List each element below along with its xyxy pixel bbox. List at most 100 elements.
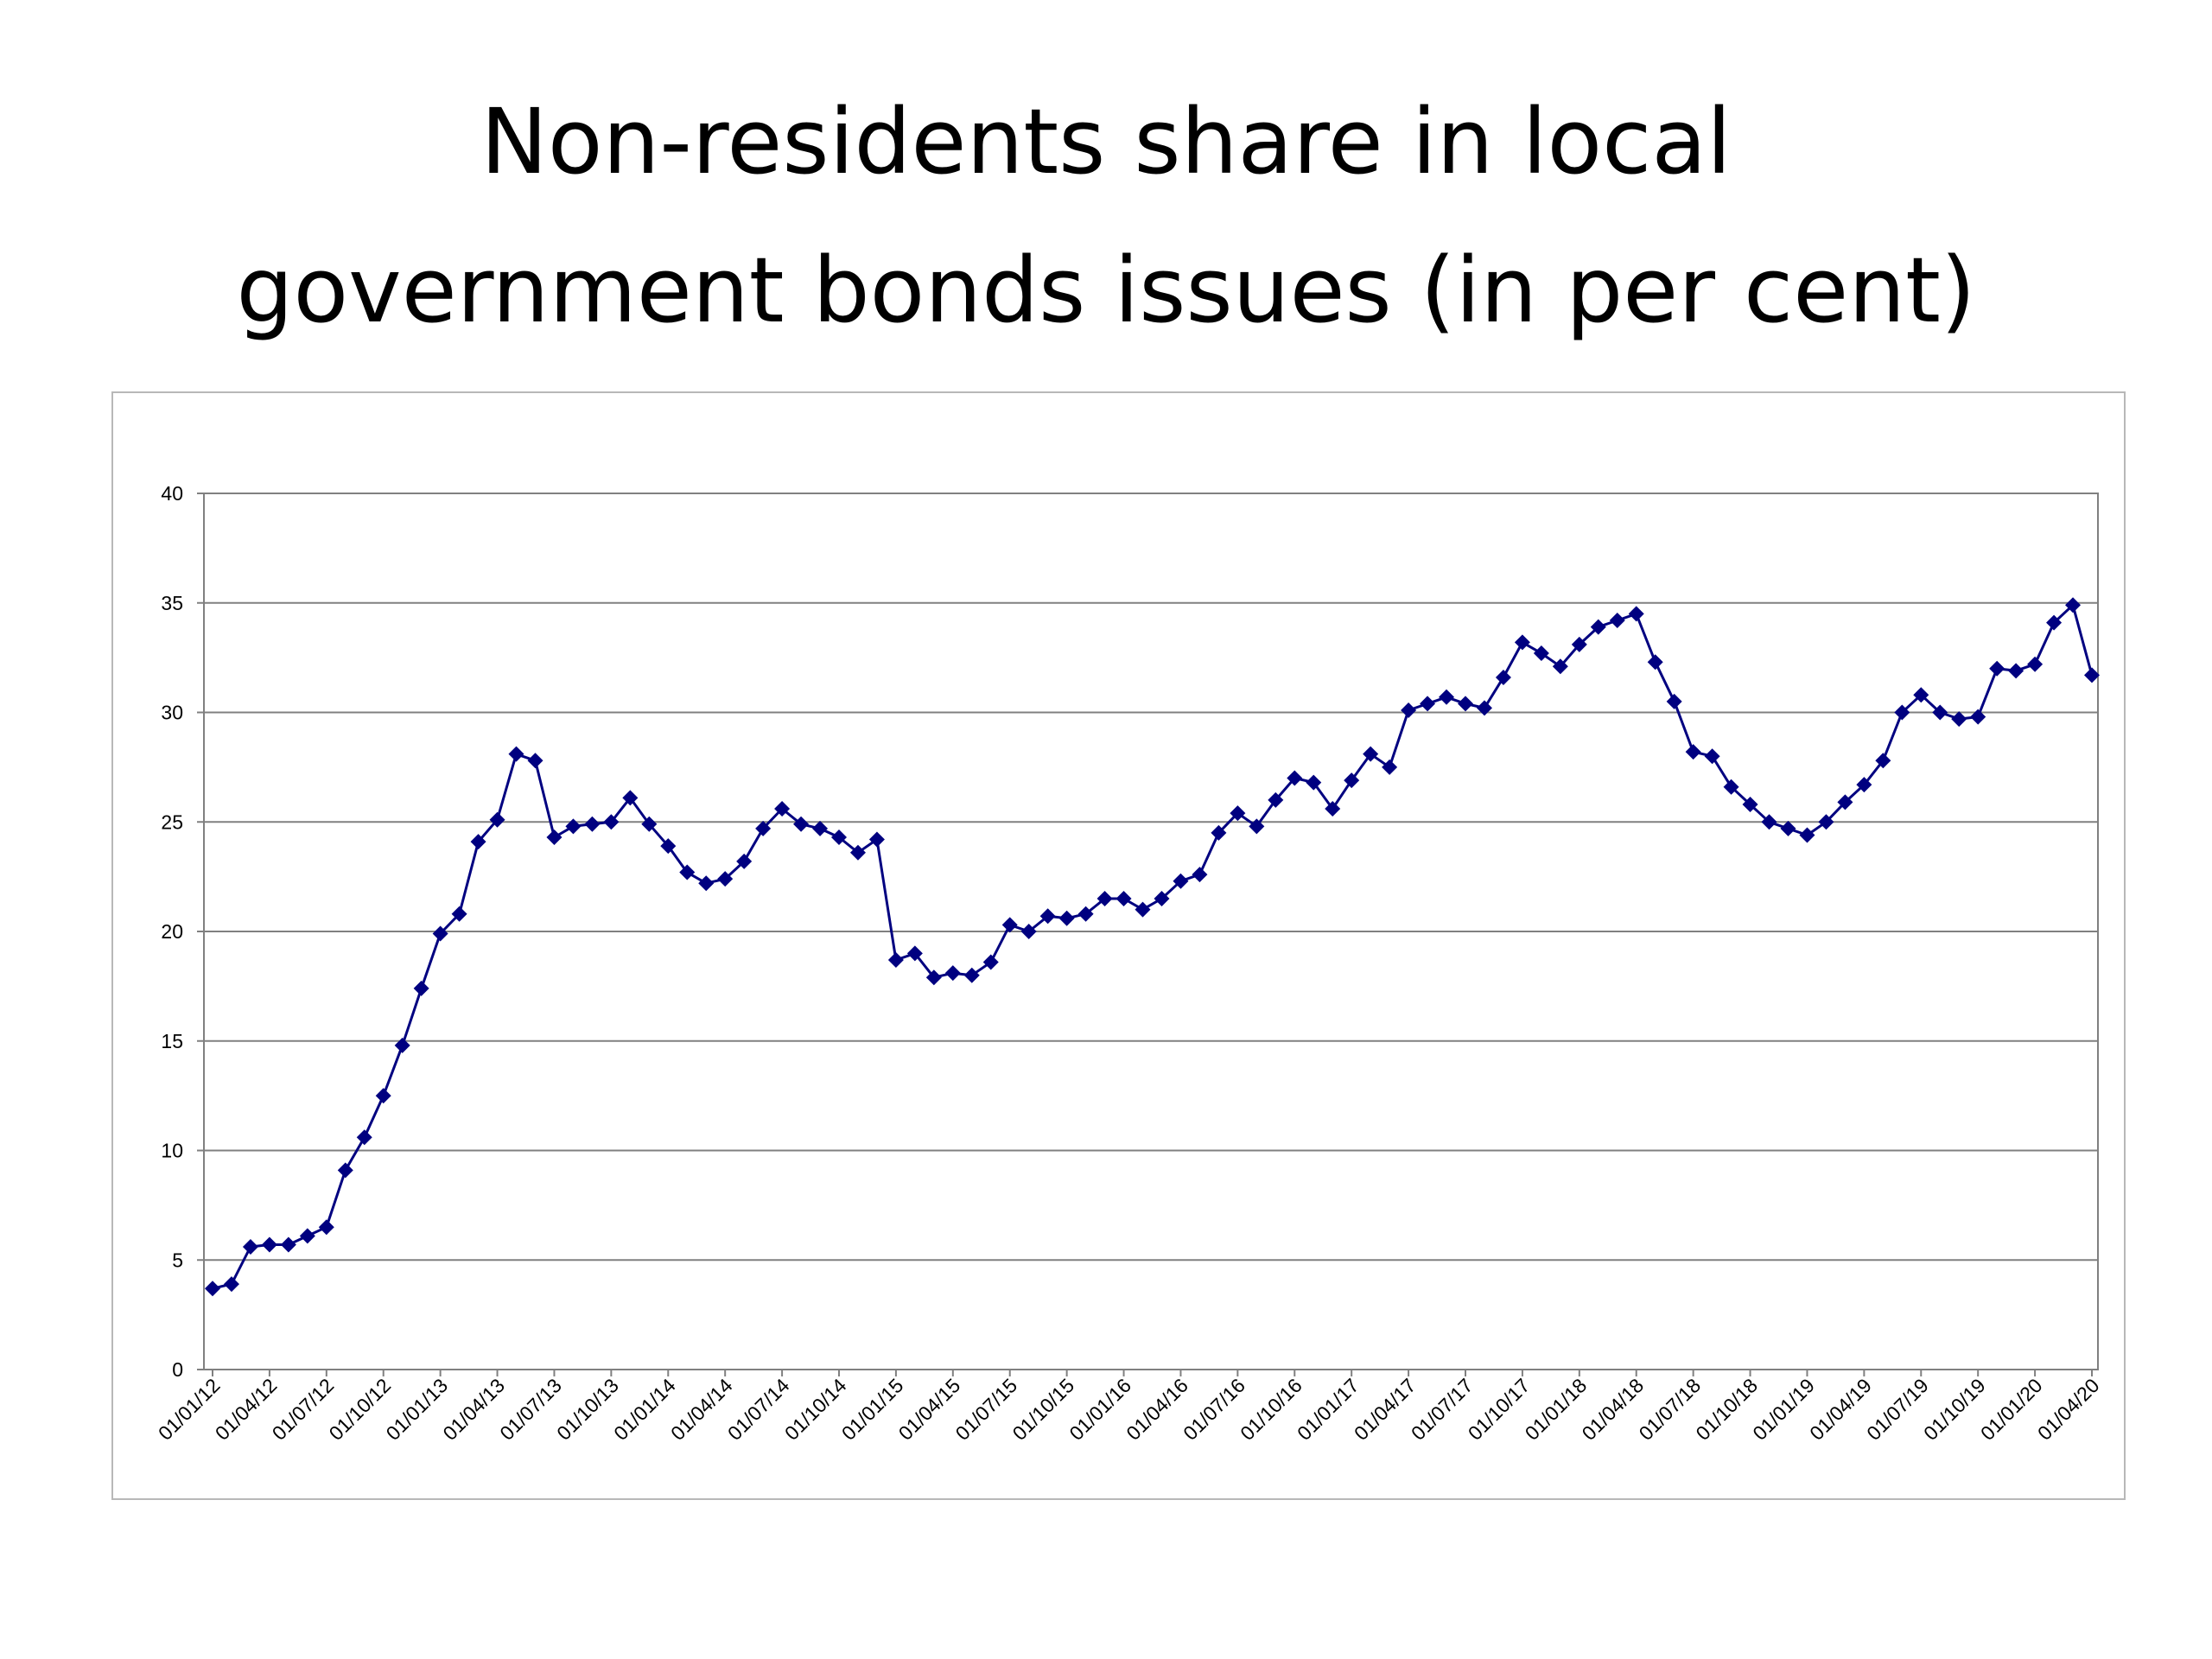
data-point <box>1875 753 1891 769</box>
x-tick-label: 01/07/15 <box>951 1374 1022 1445</box>
data-point <box>660 838 677 855</box>
data-point <box>925 969 942 986</box>
data-point <box>982 954 999 970</box>
x-tick-label: 01/04/20 <box>2033 1374 2104 1445</box>
x-tick-label: 01/01/15 <box>837 1374 908 1445</box>
data-point <box>1571 636 1587 652</box>
x-tick-label: 01/07/19 <box>1862 1374 1933 1445</box>
data-point <box>280 1236 296 1253</box>
data-point <box>1818 814 1834 830</box>
data-point <box>1666 693 1682 709</box>
data-point <box>527 753 543 769</box>
x-tick-label: 01/07/14 <box>723 1374 794 1445</box>
data-point <box>1192 867 1208 883</box>
x-tick-label: 01/10/13 <box>552 1374 623 1445</box>
x-tick-label: 01/04/13 <box>438 1374 509 1445</box>
data-point <box>1116 890 1132 906</box>
data-point <box>584 816 601 832</box>
x-tick-label: 01/01/18 <box>1521 1374 1592 1445</box>
data-point <box>1135 901 1151 918</box>
data-point <box>2027 656 2044 672</box>
data-point <box>375 1088 391 1104</box>
data-point <box>1306 774 1322 791</box>
data-point <box>508 746 524 762</box>
data-point <box>565 818 582 835</box>
data-point <box>2008 663 2024 679</box>
data-point <box>755 820 772 836</box>
data-point <box>1951 711 1967 728</box>
y-tick-label: 5 <box>172 1249 183 1271</box>
slide-title: Non-residents share in local government … <box>0 67 2212 365</box>
data-point <box>1894 704 1910 721</box>
slide-title-line-2: government bonds issues (in per cent) <box>236 238 1976 343</box>
x-tick-label: 01/10/19 <box>1919 1374 1990 1445</box>
data-point <box>1533 645 1549 662</box>
x-tick-label: 01/04/14 <box>666 1374 737 1445</box>
x-tick-label: 01/04/16 <box>1122 1374 1192 1445</box>
x-tick-label: 01/01/20 <box>1976 1374 2047 1445</box>
x-tick-label: 01/07/17 <box>1407 1374 1478 1445</box>
data-point <box>1742 796 1758 812</box>
y-tick-label: 15 <box>161 1030 183 1052</box>
data-point <box>641 816 658 832</box>
data-point <box>1458 696 1473 712</box>
data-point <box>1628 606 1644 622</box>
data-point <box>205 1281 220 1297</box>
data-point <box>356 1129 372 1146</box>
data-point <box>432 925 448 942</box>
data-point <box>1344 772 1360 789</box>
x-tick-label: 01/07/12 <box>268 1374 339 1445</box>
x-tick-label: 01/04/12 <box>211 1374 282 1445</box>
chart-frame: 0 5 10 15 20 25 30 35 40 01/01/12 01/04/12 01/07/12… <box>111 391 2126 1500</box>
x-tick-label: 01/01/12 <box>154 1374 225 1445</box>
data-point <box>774 801 791 817</box>
data-point <box>2084 667 2100 683</box>
slide-title-line-1: Non-residents share in local <box>480 89 1732 194</box>
data-point <box>1058 910 1075 926</box>
data-point <box>1932 704 1948 721</box>
data-point <box>1856 777 1872 793</box>
data-point <box>887 951 904 968</box>
data-point <box>1039 908 1056 925</box>
data-point <box>793 816 810 832</box>
y-tick-label: 20 <box>161 920 183 943</box>
data-point <box>622 790 639 806</box>
data-point <box>717 871 734 887</box>
data-point <box>1001 917 1018 933</box>
data-point <box>1647 654 1663 671</box>
x-tick-label: 01/04/19 <box>1805 1374 1876 1445</box>
data-point <box>1685 744 1701 760</box>
data-point <box>1970 709 1986 725</box>
data-point <box>849 844 866 861</box>
data-point <box>906 945 923 962</box>
data-point <box>299 1228 315 1244</box>
data-point <box>470 834 486 850</box>
x-tick-label: 01/10/15 <box>1007 1374 1078 1445</box>
data-point <box>698 875 715 892</box>
data-point <box>1913 687 1929 703</box>
data-point <box>1723 779 1739 795</box>
data-point <box>1590 619 1606 635</box>
data-point <box>1173 873 1189 889</box>
data-point <box>868 831 885 848</box>
x-tick-label: 01/01/14 <box>609 1374 680 1445</box>
data-point <box>2046 614 2063 631</box>
data-point <box>1096 890 1113 906</box>
data-point <box>318 1219 334 1236</box>
data-point <box>1439 689 1455 705</box>
data-point <box>1363 746 1379 762</box>
x-tick-label: 01/10/17 <box>1464 1374 1535 1445</box>
x-tick-label: 01/10/14 <box>780 1374 851 1445</box>
y-tick-label: 0 <box>172 1358 183 1381</box>
x-tick-label: 01/01/17 <box>1293 1374 1363 1445</box>
data-point <box>1325 801 1341 817</box>
data-point <box>2065 597 2082 613</box>
y-tick-label: 35 <box>161 592 183 614</box>
x-tick-label: 01/10/18 <box>1691 1374 1762 1445</box>
data-point <box>1495 669 1511 685</box>
data-point <box>1704 748 1720 765</box>
data-point <box>812 820 829 836</box>
data-point <box>489 811 505 828</box>
data-point <box>1287 770 1303 786</box>
